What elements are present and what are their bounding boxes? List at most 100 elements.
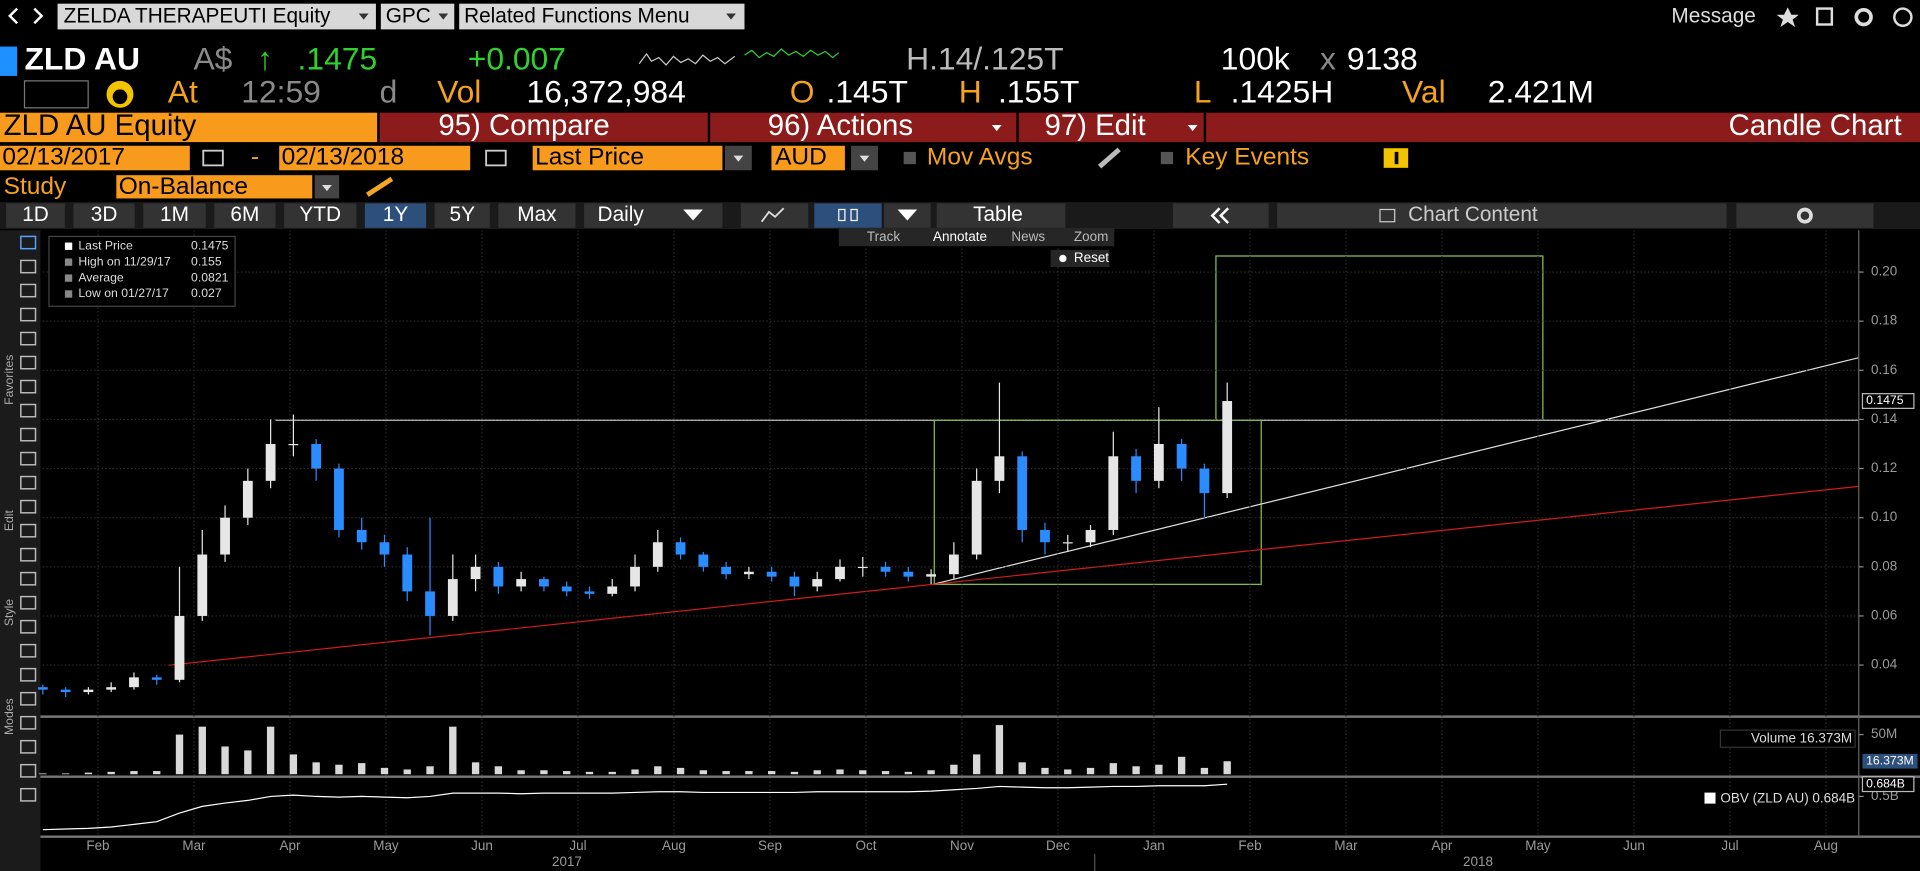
volume-bar [585, 771, 594, 775]
tool-icon[interactable] [20, 619, 37, 634]
info-mark [1394, 151, 1399, 165]
collapse-icon [1219, 207, 1230, 224]
tool-icon[interactable] [20, 499, 37, 514]
tab[interactable] [284, 203, 357, 228]
tool-icon[interactable] [20, 427, 37, 442]
tool-icon[interactable] [20, 355, 37, 370]
volume-bar [836, 769, 844, 775]
chart-tool[interactable]: Track [867, 229, 900, 244]
tool-icon[interactable] [20, 475, 37, 490]
settings-icon[interactable] [1854, 7, 1873, 27]
compare-button[interactable]: 95) Compare [438, 109, 609, 142]
back-icon[interactable] [8, 7, 19, 25]
tab[interactable] [364, 203, 427, 228]
tool-icon[interactable] [20, 331, 37, 346]
settings-button[interactable] [1736, 203, 1874, 228]
tab-label[interactable]: Max [517, 203, 557, 226]
key-events-toggle[interactable]: Key Events [1185, 143, 1309, 170]
chart-type-button[interactable] [814, 203, 882, 228]
table-label[interactable]: Table [973, 203, 1023, 226]
year-label: 2017 [552, 854, 582, 869]
chart-tool[interactable]: Zoom [1074, 229, 1108, 244]
forward-icon[interactable] [33, 7, 44, 25]
tool-icon[interactable] [20, 763, 37, 778]
candle-body [561, 586, 572, 592]
calendar-icon[interactable] [485, 149, 507, 167]
checkbox[interactable] [1160, 151, 1174, 165]
dropdown[interactable] [771, 145, 845, 171]
candle-body [516, 579, 527, 587]
dropdown[interactable] [532, 145, 723, 171]
chart-tool[interactable]: News [1011, 229, 1045, 244]
tool-icon[interactable] [20, 283, 37, 298]
tab[interactable] [143, 203, 206, 228]
legend-label: Average [78, 270, 124, 284]
help-icon[interactable] [1893, 7, 1913, 27]
volume-bar [722, 771, 730, 775]
y-tick-label: 0.04 [1871, 657, 1898, 672]
tool-icon[interactable] [20, 259, 37, 274]
tab[interactable] [498, 203, 576, 228]
dropdown[interactable] [57, 3, 376, 30]
volume-bar [403, 769, 411, 775]
favorite-icon[interactable] [1776, 7, 1799, 27]
tool-icon[interactable] [20, 667, 37, 682]
tab-label[interactable]: 6M [230, 203, 259, 226]
table-button[interactable] [936, 203, 1066, 228]
legend-marker [64, 274, 73, 282]
trend-line [168, 485, 1859, 666]
content-button[interactable] [1277, 203, 1727, 228]
checkbox[interactable] [903, 151, 916, 165]
tool-icon[interactable] [20, 739, 37, 754]
tab-label[interactable]: 1Y [383, 203, 409, 226]
tool-icon[interactable] [20, 235, 37, 250]
tab[interactable] [434, 203, 490, 228]
dropdown[interactable] [459, 3, 745, 30]
period-select[interactable]: Daily [598, 203, 645, 226]
reset-button[interactable] [1050, 249, 1110, 268]
security-tab [0, 112, 378, 143]
volume-bar [266, 726, 275, 775]
x-tick-label: Feb [1238, 838, 1261, 853]
settings-icon [1796, 207, 1813, 224]
dropdown[interactable] [584, 203, 723, 228]
tool-icon[interactable] [20, 715, 37, 730]
tool-icon[interactable] [20, 307, 37, 322]
tool-icon[interactable] [20, 787, 37, 802]
trend-line [932, 357, 1859, 585]
tool-icon[interactable] [20, 595, 37, 610]
actions-button[interactable]: 96) Actions [768, 109, 913, 142]
export-icon[interactable] [1815, 7, 1834, 26]
tab-label[interactable]: 1M [160, 203, 189, 226]
tool-icon[interactable] [20, 523, 37, 538]
divider [1203, 112, 1207, 143]
tool-icon[interactable] [20, 451, 37, 466]
volume-bar [790, 771, 799, 775]
mov-avgs-toggle[interactable]: Mov Avgs [927, 143, 1033, 170]
tool-icon[interactable] [20, 691, 37, 706]
chart-tool[interactable]: Annotate [933, 229, 987, 244]
tab[interactable] [73, 203, 135, 228]
tab-label[interactable]: YTD [299, 203, 341, 226]
tab-label[interactable]: 3D [91, 203, 118, 226]
calendar-icon[interactable] [202, 149, 224, 167]
tool-icon[interactable] [20, 379, 37, 394]
year-label: 2018 [1463, 854, 1493, 869]
y-tick-label: 0.14 [1871, 411, 1898, 426]
edit-button[interactable]: 97) Edit [1044, 109, 1145, 142]
date-field[interactable] [0, 145, 190, 171]
tool-icon[interactable] [20, 547, 37, 562]
tab[interactable] [214, 203, 276, 228]
date-field[interactable] [279, 145, 471, 171]
message-button[interactable]: Message [1671, 5, 1755, 28]
reset-label[interactable]: Reset [1074, 250, 1109, 265]
tab-label[interactable]: 1D [22, 203, 49, 226]
chart-content-label[interactable]: Chart Content [1408, 203, 1538, 226]
tool-icon[interactable] [20, 571, 37, 586]
tool-icon[interactable] [20, 403, 37, 418]
field-box[interactable] [23, 80, 89, 109]
tab[interactable] [6, 203, 65, 228]
tool-icon[interactable] [20, 643, 37, 658]
tab-label[interactable]: 5Y [450, 203, 476, 226]
dropdown[interactable] [116, 175, 313, 199]
